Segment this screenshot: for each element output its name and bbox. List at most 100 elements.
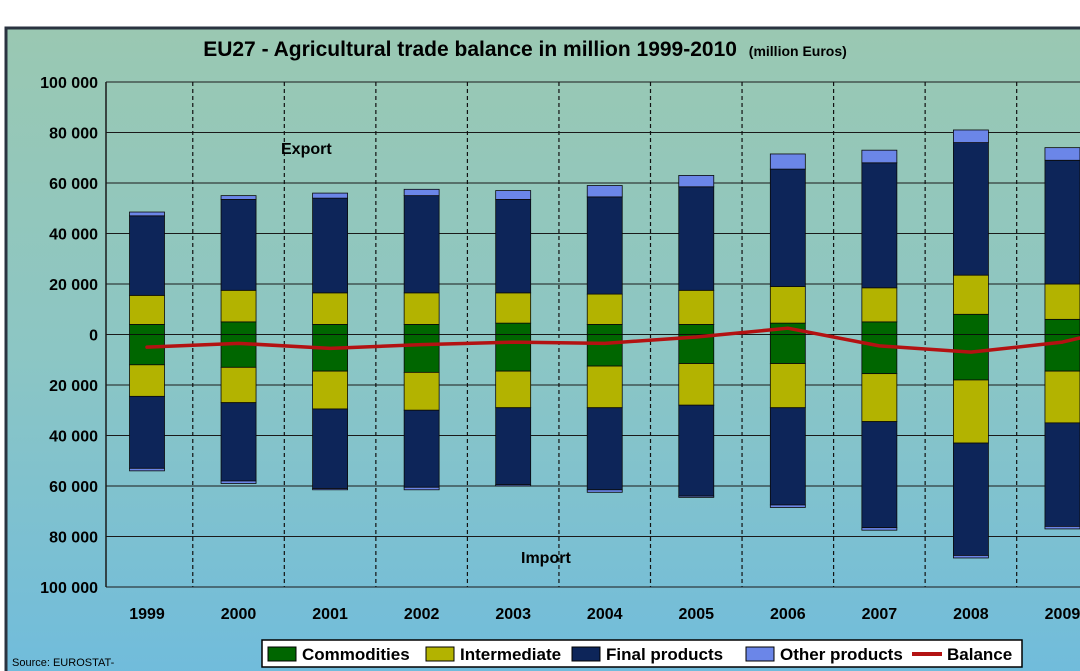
bar-segment [220,195,257,200]
bar-segment [1044,159,1080,285]
legend-swatch-final-products [571,646,601,662]
bar-segment [403,195,440,294]
bar-segment [678,175,715,188]
bar-segment [495,322,532,335]
bar-segment [129,334,165,366]
bar-segment [586,196,623,295]
legend-label: Balance [947,645,1012,664]
bar-segment [312,192,348,199]
bar-segment [495,370,532,409]
bar-segment [953,442,989,556]
y-tick-label: 40 000 [49,227,98,244]
bar-segment [403,409,440,488]
x-tick-label: 2001 [312,606,348,623]
bar-segment [129,215,165,296]
legend-label: Commodities [302,645,410,664]
bar-segment [495,190,532,200]
x-tick-label: 2007 [862,606,898,623]
x-tick-label: 2009 [1045,606,1080,623]
bar-segment [312,197,348,294]
x-tick-label: 2004 [587,606,623,623]
bar-segment [312,292,348,325]
x-tick-label: 2005 [678,606,714,623]
bar-segment [220,289,257,323]
bar-segment [953,379,989,444]
bar-segment [495,334,532,372]
bar-segment [769,334,806,364]
bar-segment [220,321,257,335]
bar-segment [953,555,989,559]
bar-segment [953,129,989,144]
bar-segment [495,292,532,324]
legend-label: Intermediate [460,645,561,664]
bar-segment [586,334,623,367]
bar-segment [1044,370,1080,424]
bar-segment [586,365,623,409]
bar-segment [403,371,440,411]
bar-segment [495,199,532,294]
legend-swatch-other-products [745,646,775,662]
bar-segment [861,527,898,531]
bar-segment [220,199,257,291]
legend-swatch-intermediate [425,646,455,662]
x-tick-label: 2003 [495,606,531,623]
legend-box [261,639,1023,668]
bar-segment [312,408,348,489]
bar-segment [586,323,623,335]
x-tick-label: 1999 [129,606,165,623]
y-tick-label: 100 000 [40,75,98,92]
y-tick-label: 60 000 [49,176,98,193]
bar-segment [861,334,898,375]
annotation-import: Import [521,550,571,567]
chart-title: EU27 - Agricultural trade balance in mil… [203,38,847,61]
bar-segment [220,402,257,482]
bar-segment [312,370,348,410]
bar-segment [1044,422,1080,527]
bar-segment [586,407,623,491]
bar-segment [220,480,257,484]
bar-segment [586,185,623,198]
bar-segment [403,486,440,491]
bar-segment [312,334,348,372]
bar-segment [403,188,440,197]
plot-background [4,26,1080,671]
bar-segment [220,366,257,404]
bar-segment [403,292,440,325]
legend-swatch-commodities [267,646,297,662]
title-main-text: EU27 - Agricultural trade balance in mil… [203,38,737,61]
x-tick-label: 2000 [221,606,257,623]
bar-segment [678,323,715,335]
y-tick-label: 0 [89,328,98,345]
balance-line [145,326,1080,354]
bar-segment [678,404,715,497]
y-tick-label: 80 000 [49,126,98,143]
bar-segment [953,334,989,381]
bar-segment [678,186,715,291]
bar-segment [678,363,715,406]
bar-segment [861,421,898,529]
bar-segment [129,364,165,397]
bar-segment [769,407,806,506]
bar-segment [312,323,348,335]
bar-segment [861,287,898,323]
bar-segment [1044,526,1080,530]
bar-segment [769,168,806,287]
y-tick-label: 100 000 [40,580,98,597]
legend: Commodities Intermediate Final products Oth… [261,639,1023,668]
bar-segment [1044,318,1080,335]
bar-segment [586,293,623,325]
bar-segment [769,286,806,324]
y-tick-label: 60 000 [49,479,98,496]
bar-segment [312,488,348,491]
legend-label: Final products [606,645,723,664]
annotation-export: Export [281,141,332,158]
y-tick-label: 80 000 [49,530,98,547]
y-tick-label: 40 000 [49,429,98,446]
bar-segment [769,504,806,508]
x-tick-label: 2006 [770,606,806,623]
bar-segment [678,495,715,498]
y-tick-label: 20 000 [49,277,98,294]
legend-label: Other products [780,645,903,664]
